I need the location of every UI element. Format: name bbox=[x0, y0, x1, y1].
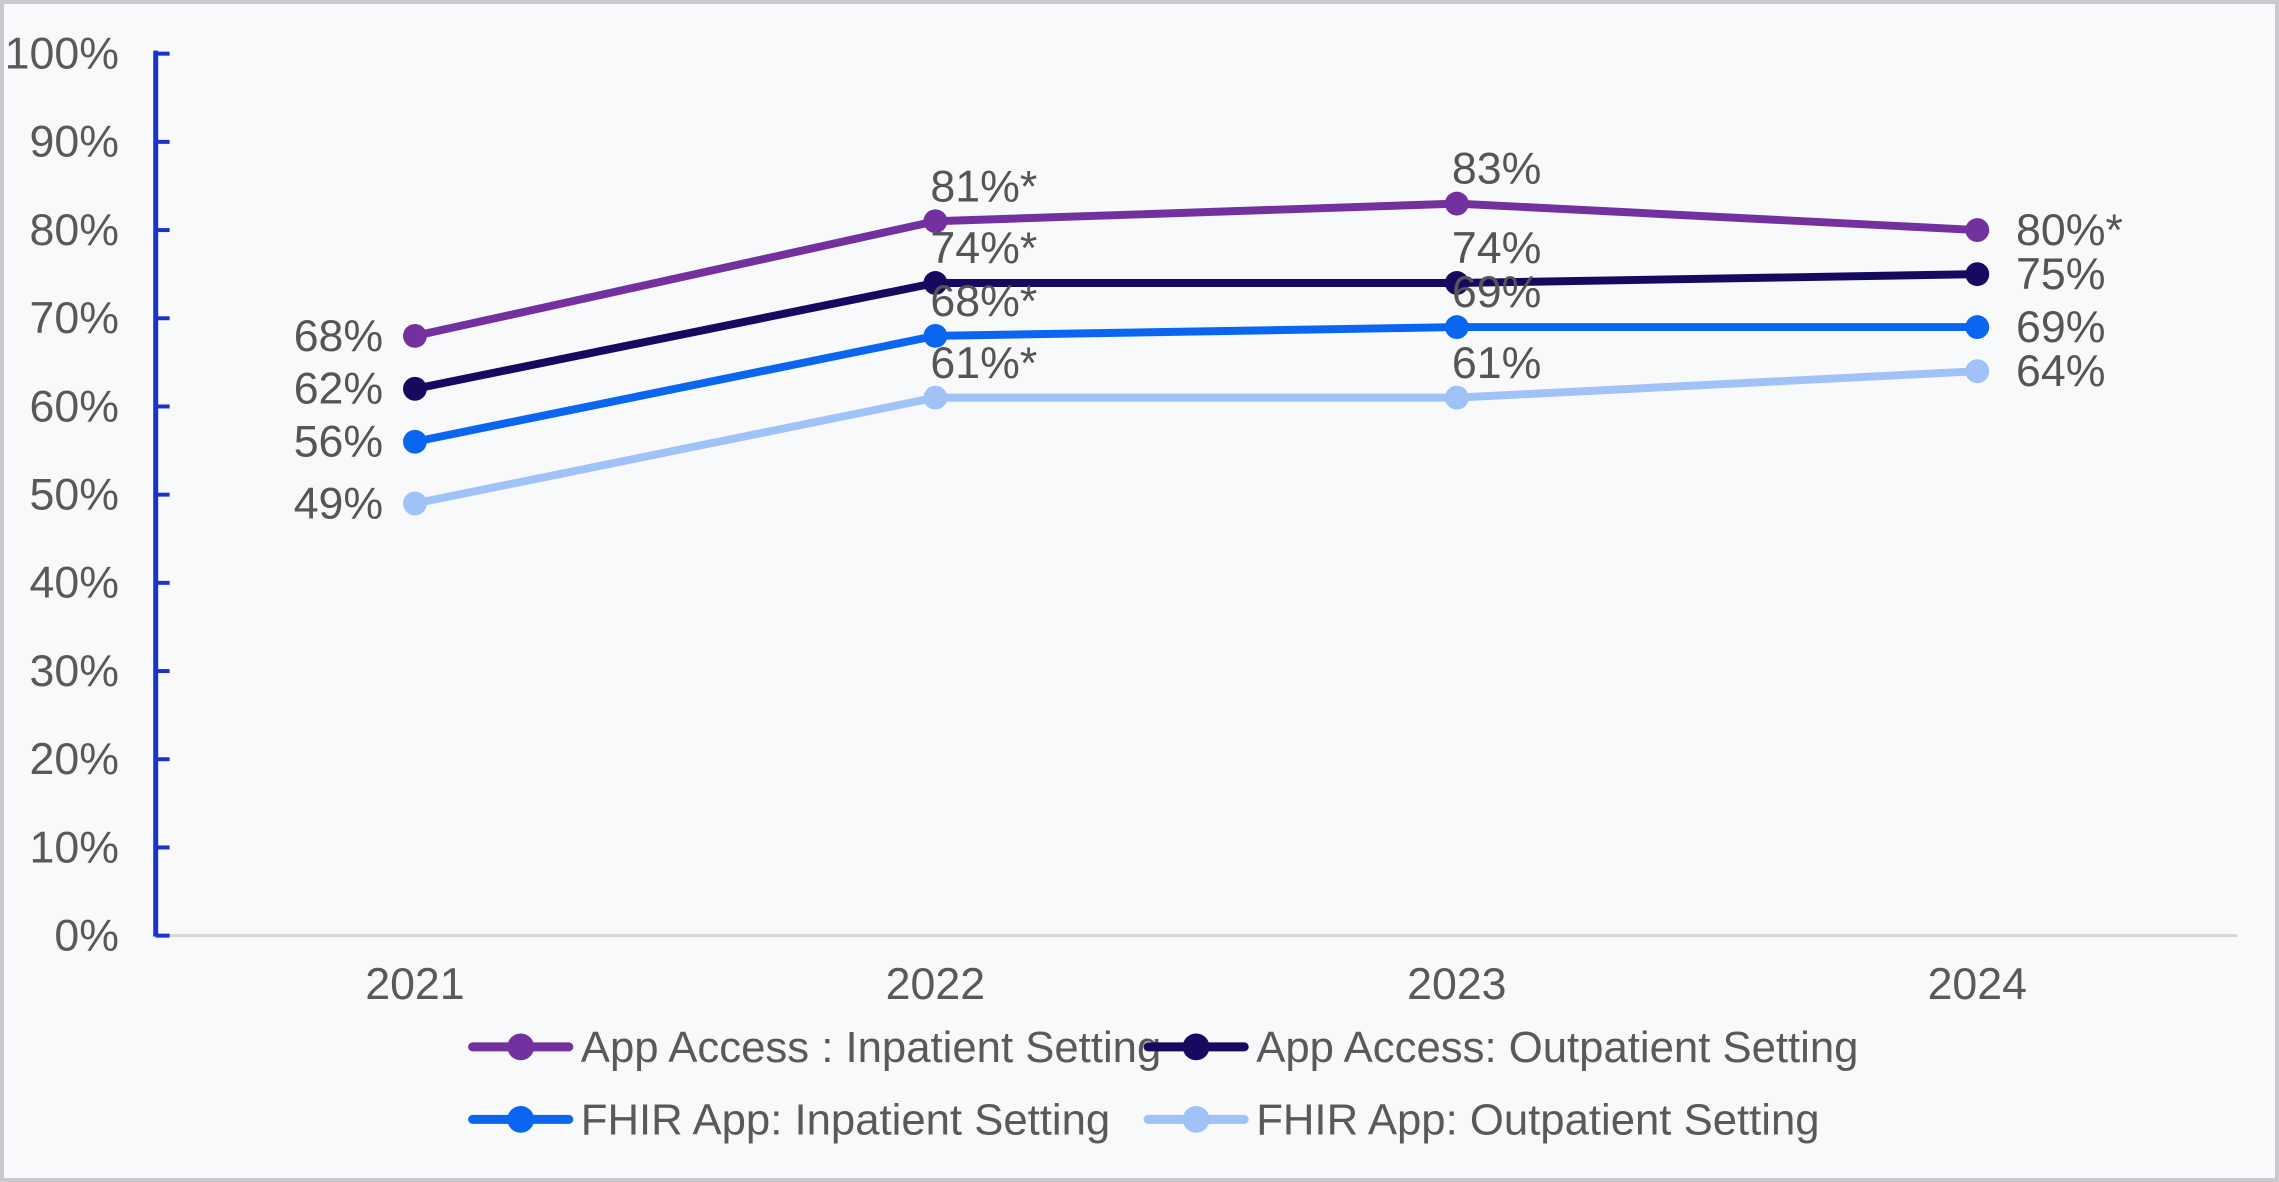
x-category-label: 2023 bbox=[1407, 960, 1506, 1009]
y-tick-label: 60% bbox=[30, 382, 119, 431]
data-point-marker bbox=[403, 376, 427, 401]
series-group: 68% 81%* 83% 80%* 62% 74%* 74% 75% 56% 68%* 69% 69%… bbox=[294, 145, 2123, 529]
data-point-marker bbox=[1965, 315, 1990, 339]
data-point-label: 61% bbox=[1452, 339, 1541, 388]
data-point-marker bbox=[1444, 315, 1469, 339]
data-point-marker bbox=[923, 323, 948, 348]
series-1: 68% 81%* 83% 80%* bbox=[294, 145, 2123, 361]
data-point-label: 68%* bbox=[930, 277, 1037, 326]
series-2: 62% 74%* 74% 75% bbox=[294, 224, 2106, 414]
series-line bbox=[410, 270, 1982, 393]
y-tick-label: 0% bbox=[54, 912, 119, 961]
data-point-marker bbox=[1444, 385, 1469, 410]
x-category-label: 2021 bbox=[365, 960, 464, 1009]
series-line bbox=[410, 367, 1982, 508]
data-point-marker bbox=[1444, 271, 1469, 295]
data-point-label: 69% bbox=[1452, 268, 1541, 317]
y-tick-label: 10% bbox=[30, 823, 119, 872]
y-tick-label: 90% bbox=[30, 118, 119, 167]
data-point-label: 62% bbox=[294, 365, 383, 414]
series-line bbox=[410, 199, 1982, 340]
data-point-marker bbox=[1444, 191, 1469, 216]
y-tick-label: 50% bbox=[30, 471, 119, 520]
data-point-marker bbox=[1965, 218, 1990, 242]
data-point-label: 74% bbox=[1452, 224, 1541, 273]
series-4: 49% 61%* 61% 64% bbox=[294, 339, 2106, 529]
legend-marker-dot bbox=[1182, 1105, 1210, 1133]
data-point-marker bbox=[403, 429, 427, 454]
data-point-marker bbox=[403, 323, 427, 348]
data-point-label: 69% bbox=[2016, 303, 2105, 352]
legend-label: App Access: Outpatient Setting bbox=[1256, 1023, 1858, 1072]
series-line bbox=[410, 323, 1982, 446]
data-point-label: 83% bbox=[1452, 145, 1541, 194]
y-tick-label: 30% bbox=[30, 647, 119, 696]
legend-marker-dot bbox=[507, 1105, 535, 1133]
line-chart: 0% 10% 20% 30% 40% 50% 60% 70% 80% 90% 100% 2021 202… bbox=[5, 30, 2238, 1144]
y-tick-label: 70% bbox=[30, 294, 119, 343]
data-point-label: 49% bbox=[294, 479, 383, 528]
legend-label: App Access : Inpatient Setting bbox=[581, 1023, 1161, 1072]
legend-item: FHIR App: Outpatient Setting bbox=[1143, 1095, 1820, 1144]
data-point-label: 61%* bbox=[930, 339, 1037, 388]
data-point-marker bbox=[403, 491, 427, 516]
data-point-label: 68% bbox=[294, 312, 383, 361]
y-tick-label: 20% bbox=[30, 735, 119, 784]
legend-item: FHIR App: Inpatient Setting bbox=[468, 1095, 1110, 1144]
axes: 0% 10% 20% 30% 40% 50% 60% 70% 80% 90% 100% 2021 202… bbox=[5, 30, 2238, 1009]
legend-marker-dot bbox=[1182, 1033, 1210, 1061]
legend-marker-dot bbox=[507, 1033, 535, 1061]
data-point-label: 75% bbox=[2016, 250, 2105, 299]
series-3: 56% 68%* 69% 69% bbox=[294, 268, 2106, 466]
data-point-label: 81%* bbox=[930, 162, 1037, 211]
x-category-label: 2024 bbox=[1928, 960, 2027, 1009]
y-tick-label: 40% bbox=[30, 559, 119, 608]
legend-item: App Access : Inpatient Setting bbox=[468, 1023, 1161, 1072]
y-tick-label: 100% bbox=[5, 30, 119, 79]
data-point-marker bbox=[923, 385, 948, 410]
data-point-marker bbox=[1965, 262, 1990, 287]
y-tick-label: 80% bbox=[30, 206, 119, 255]
legend-label: FHIR App: Outpatient Setting bbox=[1256, 1095, 1819, 1144]
legend: App Access : Inpatient Setting App Access… bbox=[468, 1023, 1858, 1144]
data-point-marker bbox=[923, 209, 948, 234]
data-point-marker bbox=[1965, 359, 1990, 384]
data-point-marker bbox=[923, 271, 948, 295]
data-point-label: 80%* bbox=[2016, 206, 2123, 255]
x-category-label: 2022 bbox=[886, 960, 985, 1009]
legend-label: FHIR App: Inpatient Setting bbox=[581, 1095, 1110, 1144]
data-point-label: 74%* bbox=[930, 224, 1037, 273]
data-point-label: 56% bbox=[294, 418, 383, 467]
legend-item: App Access: Outpatient Setting bbox=[1143, 1023, 1858, 1072]
data-point-label: 64% bbox=[2016, 347, 2105, 396]
